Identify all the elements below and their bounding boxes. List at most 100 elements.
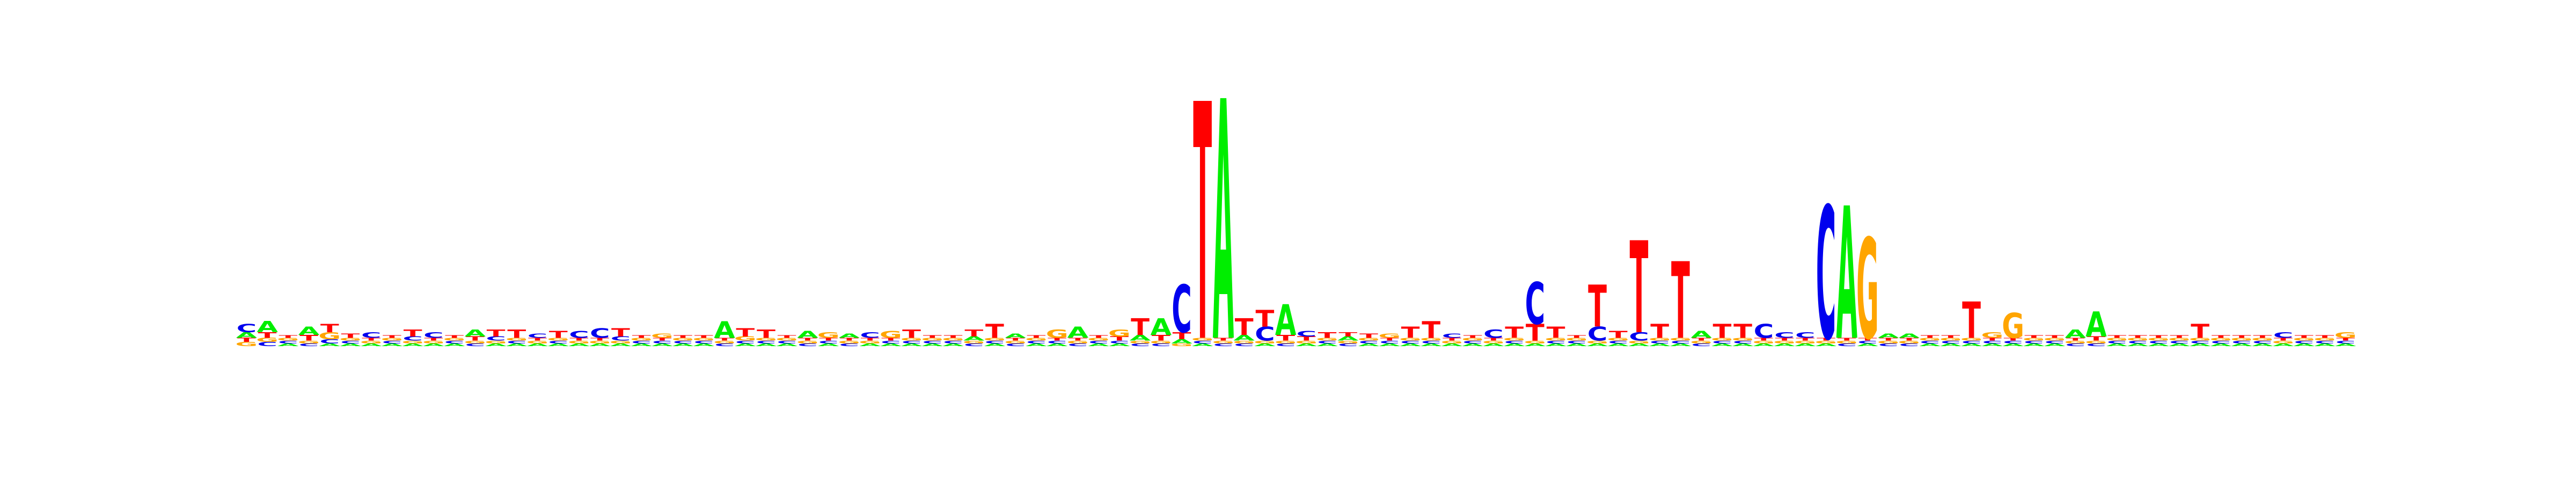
- logo-letter-G-pos-14: G: [506, 337, 528, 341]
- logo-letter-G-pos-15: G: [526, 340, 549, 344]
- logo-letter-G-pos-4: G: [298, 340, 320, 344]
- logo-letter-G-pos-74: G: [1752, 340, 1775, 344]
- logo-letter-A-pos-9: A: [402, 342, 424, 347]
- logo-letter-C-pos-3: C: [278, 340, 298, 344]
- logo-letter-G-pos-17: G: [568, 340, 590, 344]
- logo-letter-A-pos-7: A: [361, 342, 383, 347]
- logo-letter-C-pos-96: C: [2211, 340, 2231, 344]
- logo-letter-C-pos-66: C: [1587, 323, 1608, 345]
- logo-letter-C-pos-78: C: [1836, 342, 1856, 347]
- logo-letter-C-pos-75: C: [1774, 331, 1795, 340]
- logo-letter-A-pos-40: A: [1046, 342, 1069, 347]
- logo-letter-T-pos-67: T: [1609, 329, 1628, 340]
- logo-letter-C-pos-8: C: [382, 340, 402, 344]
- logo-letter-T-pos-43: T: [1110, 335, 1129, 342]
- logo-letter-G-pos-47: G: [1191, 337, 1214, 341]
- logo-letter-T-pos-53: T: [1318, 331, 1337, 340]
- logo-letter-G-pos-72: G: [1711, 337, 1733, 341]
- logo-letter-C-pos-38: C: [1005, 342, 1025, 347]
- logo-letter-T-pos-10: T: [424, 337, 443, 341]
- logo-letter-C-pos-2: C: [257, 341, 277, 347]
- logo-letter-C-pos-26: C: [756, 340, 776, 344]
- logo-letter-G-pos-58: G: [1420, 337, 1443, 341]
- logo-letter-T-pos-86: T: [2004, 337, 2023, 341]
- logo-letter-C-pos-52: C: [1297, 330, 1317, 339]
- logo-letter-G-pos-36: G: [963, 340, 985, 344]
- logo-letter-T-pos-7: T: [362, 337, 380, 341]
- logo-letter-A-pos-47: A: [1192, 342, 1214, 347]
- logo-letter-T-pos-91: T: [2107, 334, 2126, 339]
- logo-letter-T-pos-59: T: [1443, 337, 1461, 341]
- logo-letter-C-pos-43: C: [1109, 340, 1129, 344]
- logo-letter-C-pos-72: C: [1712, 340, 1732, 344]
- logo-letter-A-pos-81: A: [1899, 333, 1920, 339]
- logo-letter-G-pos-21: G: [651, 333, 674, 339]
- logo-letter-A-pos-46: A: [1171, 338, 1192, 345]
- logo-letter-G-pos-44: G: [1129, 340, 1152, 344]
- logo-letter-C-pos-1: C: [237, 322, 257, 335]
- logo-letter-T-pos-46: T: [1173, 331, 1191, 342]
- logo-letter-T-pos-90: T: [2087, 335, 2105, 342]
- logo-letter-A-pos-29: A: [818, 342, 840, 347]
- logo-letter-C-pos-12: C: [465, 342, 485, 347]
- logo-letter-T-pos-23: T: [694, 334, 713, 339]
- logo-letter-G-pos-12: G: [464, 340, 486, 344]
- logo-letter-A-pos-61: A: [1483, 342, 1505, 347]
- logo-letter-T-pos-77: T: [1817, 337, 1835, 341]
- logo-letter-C-pos-71: C: [1691, 342, 1711, 347]
- logo-letter-C-pos-20: C: [631, 340, 651, 344]
- logo-letter-T-pos-13: T: [487, 328, 506, 339]
- logo-letter-G-pos-77: G: [1815, 340, 1838, 344]
- logo-letter-C-pos-27: C: [777, 340, 796, 344]
- logo-letter-T-pos-98: T: [2253, 334, 2272, 339]
- logo-letter-C-pos-82: C: [1920, 340, 1940, 344]
- logo-letter-A-pos-20: A: [631, 342, 653, 347]
- logo-letter-T-pos-40: T: [1048, 337, 1066, 341]
- logo-letter-C-pos-24: C: [714, 342, 734, 347]
- logo-letter-C-pos-25: C: [735, 340, 755, 344]
- logo-letter-C-pos-10: C: [423, 331, 444, 340]
- logo-letter-T-pos-24: T: [715, 337, 734, 341]
- logo-letter-T-pos-76: T: [1796, 337, 1814, 341]
- logo-letter-T-pos-69: T: [1650, 320, 1669, 342]
- logo-letter-T-pos-64: T: [1547, 324, 1565, 341]
- logo-letter-A-pos-1: A: [236, 331, 258, 340]
- logo-letter-C-pos-35: C: [943, 340, 963, 344]
- logo-letter-T-pos-2: T: [258, 331, 277, 340]
- logo-letter-A-pos-75: A: [1774, 342, 1796, 347]
- logo-letter-G-pos-53: G: [1316, 337, 1338, 341]
- logo-letter-A-pos-43: A: [1109, 342, 1131, 347]
- logo-letter-G-pos-48: G: [1212, 340, 1234, 344]
- logo-letter-G-pos-83: G: [1940, 337, 1962, 341]
- logo-letter-C-pos-34: C: [923, 340, 942, 344]
- logo-letter-A-pos-82: A: [1919, 342, 1941, 347]
- logo-letter-C-pos-76: C: [1795, 331, 1816, 340]
- logo-letter-A-pos-69: A: [1649, 342, 1671, 347]
- logo-letter-T-pos-32: T: [881, 337, 900, 341]
- logo-letter-C-pos-64: C: [1546, 340, 1565, 344]
- logo-letter-A-pos-90: A: [2085, 304, 2107, 345]
- logo-letter-C-pos-57: C: [1400, 340, 1420, 344]
- logo-letter-A-pos-79: A: [1857, 342, 1879, 347]
- logo-letter-T-pos-61: T: [1484, 337, 1503, 341]
- logo-letter-A-pos-60: A: [1462, 342, 1484, 347]
- logo-letter-G-pos-90: G: [2085, 340, 2107, 344]
- logo-letter-G-pos-18: G: [589, 340, 611, 344]
- logo-letter-A-pos-44: A: [1130, 333, 1151, 342]
- logo-letter-A-pos-56: A: [1379, 342, 1401, 347]
- logo-letter-A-pos-25: A: [735, 342, 757, 347]
- logo-letter-C-pos-65: C: [1567, 340, 1586, 344]
- logo-letter-A-pos-70: A: [1670, 342, 1692, 347]
- logo-letter-C-pos-102: C: [2336, 340, 2355, 344]
- logo-letter-A-pos-62: A: [1504, 342, 1526, 347]
- logo-letter-G-pos-10: G: [422, 340, 445, 344]
- logo-letter-T-pos-47: T: [1193, 37, 1212, 415]
- logo-letter-A-pos-74: A: [1753, 342, 1775, 347]
- logo-letter-C-pos-6: C: [340, 340, 360, 344]
- logo-letter-G-pos-27: G: [775, 337, 798, 341]
- logo-letter-T-pos-18: T: [590, 337, 609, 341]
- logo-letter-T-pos-62: T: [1505, 324, 1524, 341]
- logo-letter-A-pos-80: A: [1878, 333, 1899, 339]
- logo-letter-C-pos-73: C: [1733, 340, 1753, 344]
- logo-letter-T-pos-85: T: [1983, 337, 2002, 341]
